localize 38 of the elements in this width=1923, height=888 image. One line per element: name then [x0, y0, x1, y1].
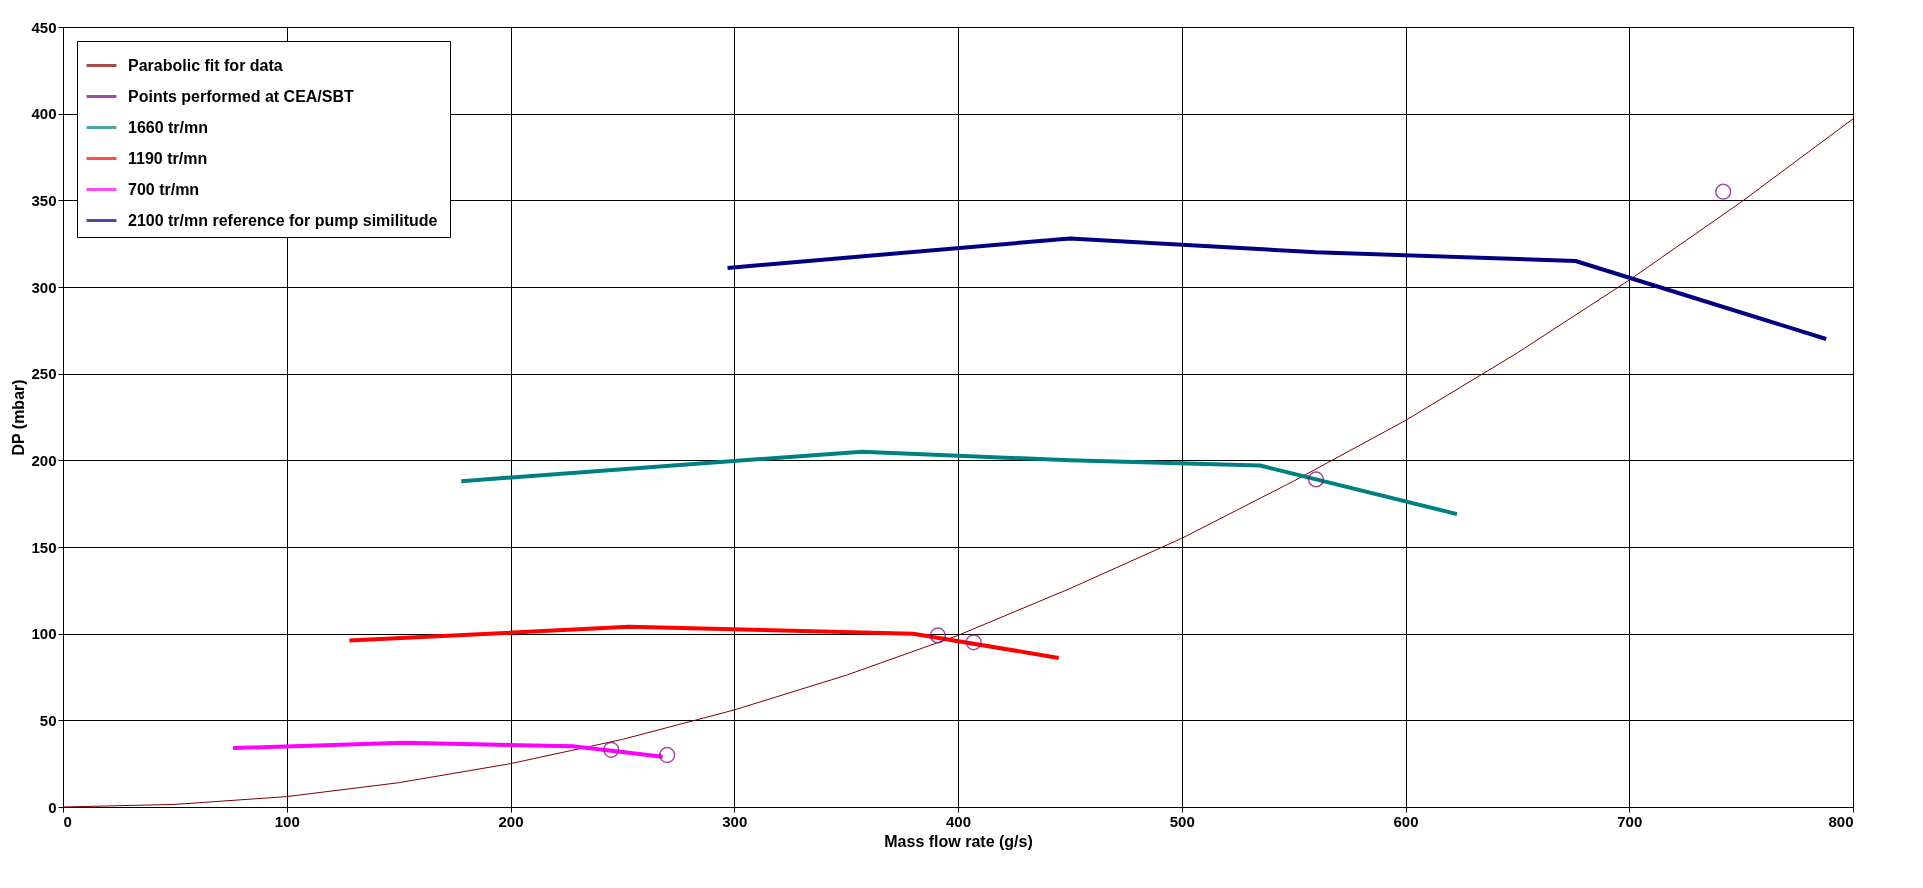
y-tick-label: 150	[31, 538, 57, 556]
x-tick-label: 400	[945, 812, 972, 830]
x-axis-title: Mass flow rate (g/s)	[884, 832, 1033, 850]
x-tick-label: 0	[63, 812, 72, 830]
legend-label: Parabolic fit for data	[128, 56, 283, 74]
y-tick-label: 450	[31, 18, 57, 36]
x-tick-label: 800	[1828, 812, 1854, 830]
x-tick-label: 100	[274, 812, 300, 830]
legend-label: Points performed at CEA/SBT	[128, 87, 355, 105]
legend-label: 2100 tr/mn reference for pump similitude	[128, 211, 438, 229]
legend-label: 700 tr/mn	[128, 180, 200, 198]
line-series	[459, 449, 1459, 517]
point	[1715, 183, 1732, 200]
y-tick-label: 0	[48, 798, 57, 816]
point	[1307, 471, 1325, 488]
x-tick-label: 600	[1393, 812, 1419, 830]
legend-label: 1660 tr/mn	[128, 118, 209, 136]
y-tick-label: 350	[31, 191, 57, 209]
line-series	[231, 740, 665, 759]
line-series	[62, 118, 1854, 808]
line-series	[347, 624, 1061, 660]
line-series	[725, 236, 1829, 341]
y-tick-label: 250	[31, 365, 57, 383]
y-tick-label: 200	[31, 451, 57, 469]
legend-label: 1190 tr/mn	[128, 149, 208, 167]
point	[929, 627, 947, 644]
point	[603, 741, 620, 758]
y-tick-label: 400	[31, 105, 57, 123]
y-tick-label: 100	[31, 625, 57, 643]
x-tick-label: 700	[1617, 812, 1643, 830]
point	[965, 634, 982, 651]
x-tick-label: 200	[498, 812, 524, 830]
y-tick-label: 50	[39, 711, 57, 729]
y-tick-label: 300	[31, 278, 57, 296]
x-tick-label: 300	[722, 812, 748, 830]
y-axis-title: DP (mbar)	[10, 379, 28, 456]
x-tick-label: 500	[1169, 812, 1195, 830]
point	[658, 746, 676, 764]
